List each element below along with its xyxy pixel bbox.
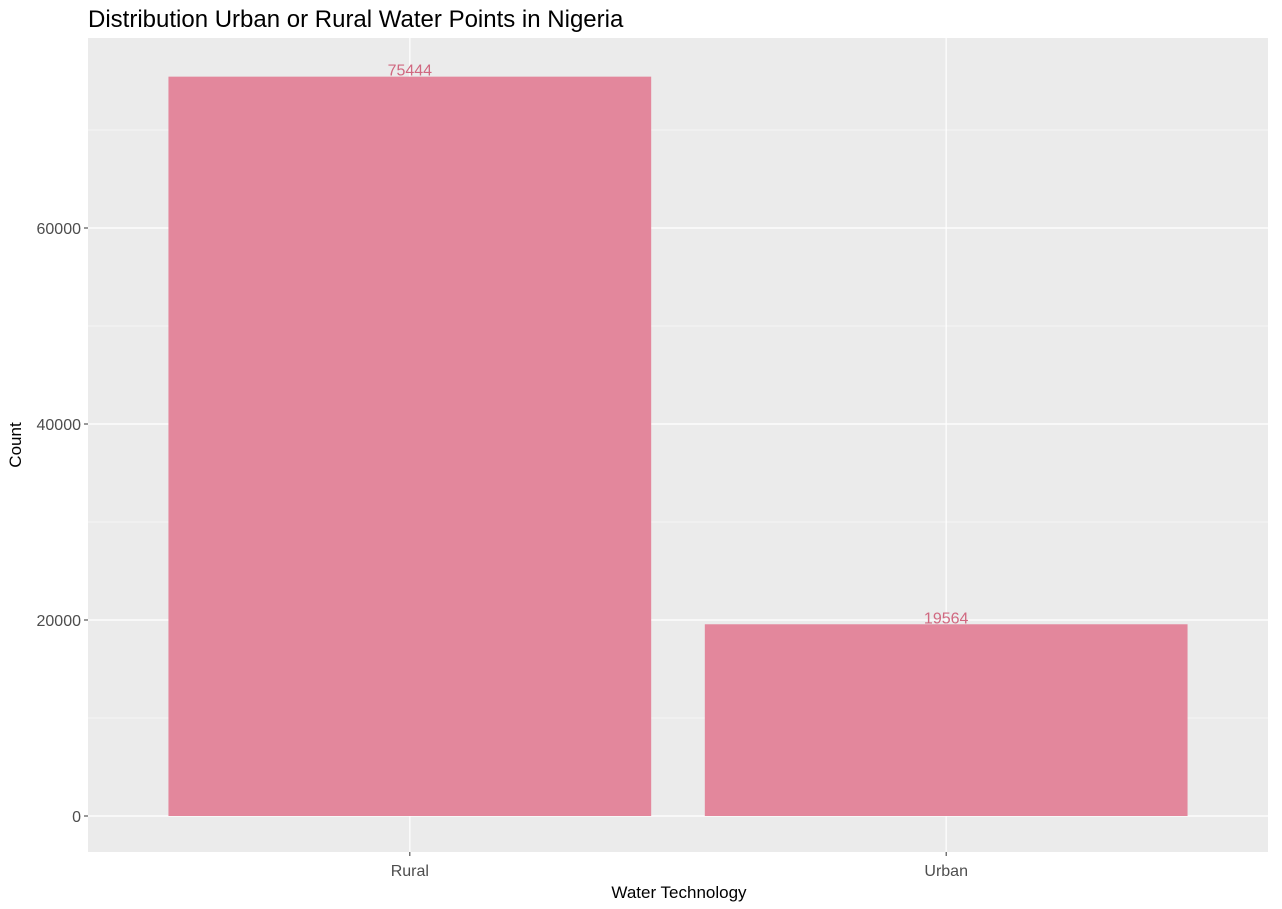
bars [168,76,1188,816]
bar-rural [168,76,652,816]
chart-title: Distribution Urban or Rural Water Points… [88,6,624,33]
data-label-rural: 75444 [388,63,433,80]
x-tick-label-urban: Urban [924,863,968,880]
x-tick-label-rural: Rural [391,863,429,880]
y-tick-label: 20000 [37,613,82,630]
x-axis-title: Water Technology [611,883,747,902]
y-axis: 0 20000 40000 60000 [37,221,88,826]
y-tick-label: 60000 [37,221,82,238]
bar-urban [704,624,1188,816]
data-labels: 75444 19564 [388,63,969,628]
y-axis-title: Count [6,422,25,468]
y-tick-label: 40000 [37,417,82,434]
y-tick-label: 0 [72,809,81,826]
x-axis: Rural Urban [391,852,968,880]
data-label-urban: 19564 [924,610,969,627]
